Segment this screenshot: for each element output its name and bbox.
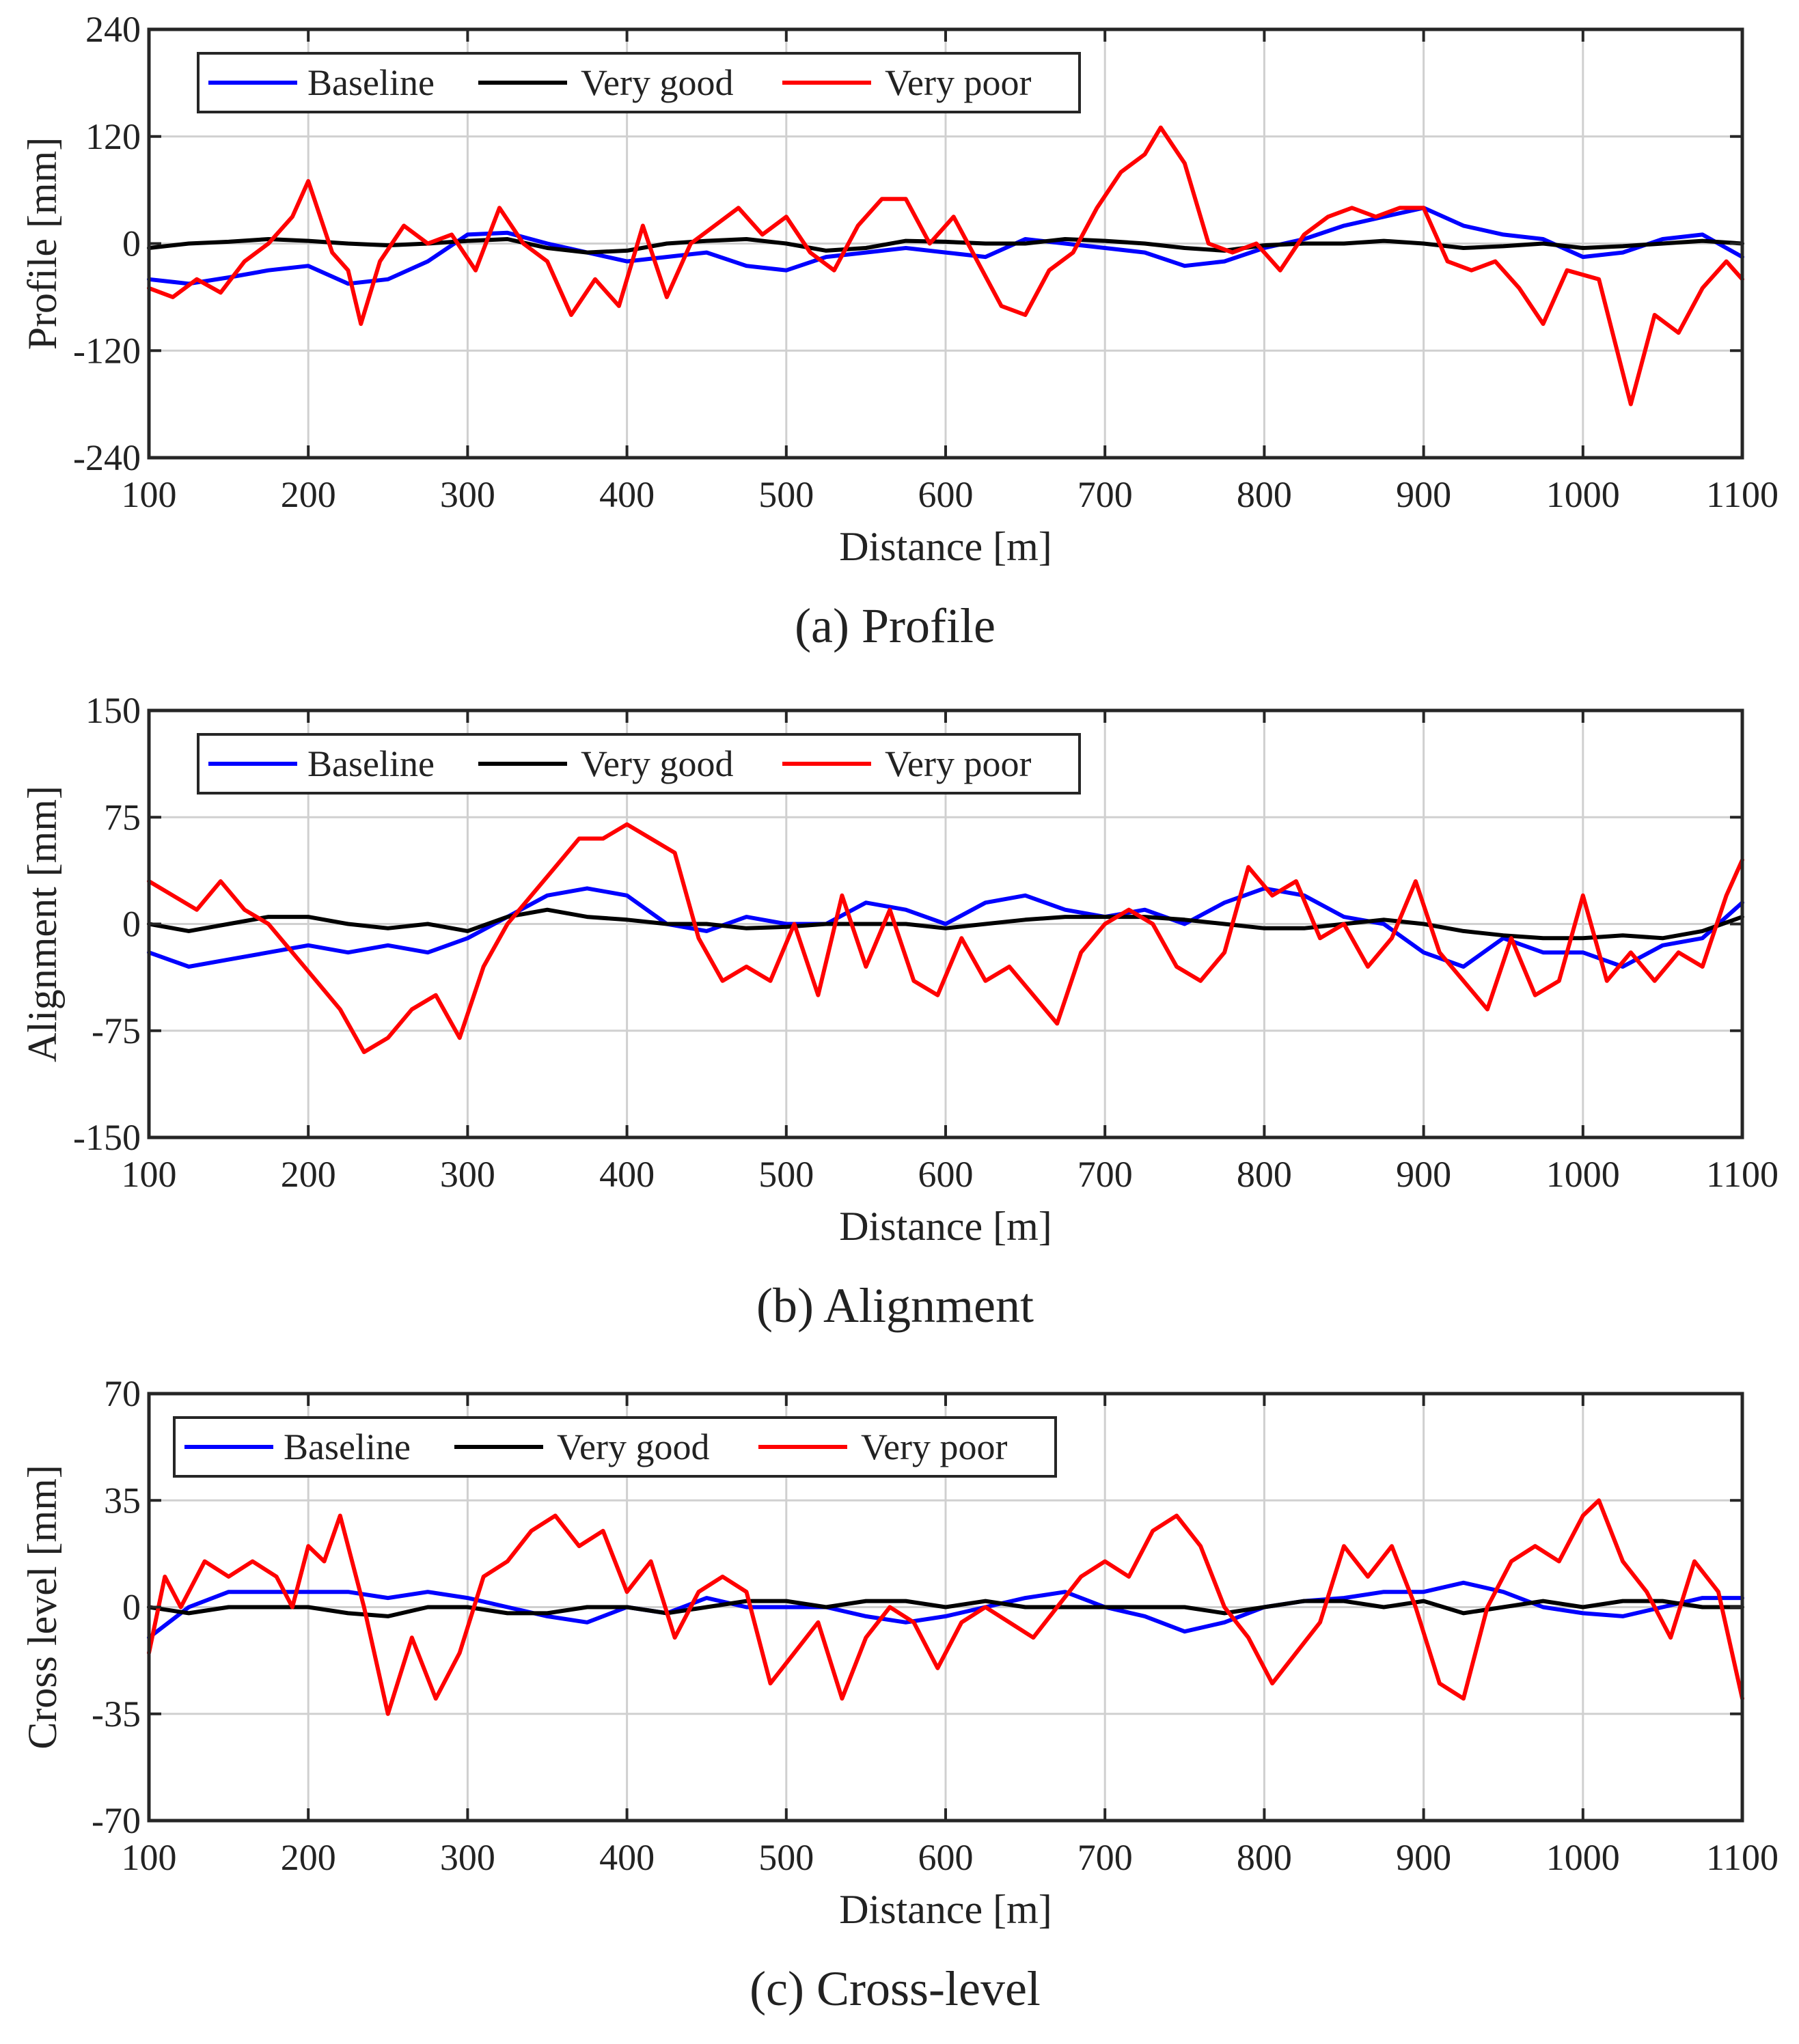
x-tick-label: 500 bbox=[758, 474, 814, 515]
x-tick-label: 1100 bbox=[1706, 1837, 1779, 1878]
series-lines bbox=[147, 1498, 1744, 1716]
x-tick-label: 300 bbox=[440, 1154, 495, 1195]
x-tick-label: 400 bbox=[599, 474, 655, 515]
series-line-very-poor bbox=[147, 1498, 1744, 1716]
x-tick-label: 200 bbox=[281, 1154, 336, 1195]
legend-label-very-good: Very good bbox=[581, 62, 733, 103]
x-tick-label: 500 bbox=[758, 1837, 814, 1878]
panel-profile: 100 200 300 400 500 600 700 800 900 1000 1100 -240… bbox=[20, 9, 1779, 653]
x-tick-label: 400 bbox=[599, 1154, 655, 1195]
legend: Baseline Very good Very poor bbox=[197, 733, 1081, 795]
x-tick-labels: 100 200 300 400 500 600 700 800 900 1000 1100 bbox=[122, 1394, 1779, 1878]
y-tick-label: 75 bbox=[104, 797, 141, 838]
y-axis-label: Cross level [mm] bbox=[20, 1465, 65, 1750]
panel-alignment: 100 200 300 400 500 600 700 800 900 1000 1100 -150… bbox=[20, 690, 1779, 1333]
x-tick-label: 300 bbox=[440, 474, 495, 515]
y-tick-label: 35 bbox=[104, 1480, 141, 1521]
x-tick-label: 500 bbox=[758, 1154, 814, 1195]
x-tick-label: 200 bbox=[281, 1837, 336, 1878]
legend-label-very-good: Very good bbox=[581, 743, 733, 784]
x-tick-label: 700 bbox=[1077, 1154, 1133, 1195]
legend-box bbox=[197, 733, 1081, 795]
y-tick-label: 0 bbox=[122, 1587, 141, 1628]
x-tick-label: 100 bbox=[122, 1837, 177, 1878]
y-tick-label: 240 bbox=[85, 9, 141, 50]
y-tick-label: -70 bbox=[92, 1800, 141, 1841]
series-lines bbox=[147, 822, 1744, 1054]
x-axis-label: Distance [m] bbox=[839, 524, 1052, 569]
y-axis-label: Alignment [mm] bbox=[20, 786, 65, 1062]
series-line-very-poor bbox=[147, 822, 1744, 1054]
legend-label-baseline: Baseline bbox=[307, 62, 435, 103]
x-tick-label: 900 bbox=[1396, 474, 1451, 515]
y-tick-labels: -70 -35 0 35 70 bbox=[92, 1373, 1742, 1841]
x-tick-label: 100 bbox=[122, 474, 177, 515]
x-tick-labels: 100 200 300 400 500 600 700 800 900 1000 1100 bbox=[122, 710, 1779, 1195]
y-axis-label: Profile [mm] bbox=[20, 137, 65, 350]
legend-label-very-poor: Very poor bbox=[861, 1426, 1007, 1467]
panel-caption: (b) Alignment bbox=[756, 1278, 1034, 1333]
x-tick-label: 300 bbox=[440, 1837, 495, 1878]
series-line-baseline bbox=[147, 206, 1744, 286]
series-lines bbox=[147, 125, 1744, 406]
x-tick-label: 800 bbox=[1237, 1837, 1292, 1878]
legend: Baseline Very good Very poor bbox=[173, 1416, 1057, 1478]
x-axis-label: Distance [m] bbox=[839, 1887, 1052, 1932]
x-tick-label: 600 bbox=[918, 1154, 974, 1195]
x-tick-labels: 100 200 300 400 500 600 700 800 900 1000 1100 bbox=[122, 29, 1779, 515]
series-line-very-poor bbox=[147, 125, 1744, 406]
y-tick-label: -75 bbox=[92, 1010, 141, 1051]
y-tick-label: -35 bbox=[92, 1694, 141, 1735]
y-tick-label: -240 bbox=[73, 437, 141, 478]
x-tick-label: 400 bbox=[599, 1837, 655, 1878]
x-axis-label: Distance [m] bbox=[839, 1204, 1052, 1249]
y-tick-labels: -240 -120 0 120 240 bbox=[73, 9, 1742, 478]
y-tick-labels: -150 -75 0 75 150 bbox=[73, 690, 1742, 1158]
y-tick-label: -120 bbox=[73, 330, 141, 371]
x-tick-label: 700 bbox=[1077, 474, 1133, 515]
series-line-very-good bbox=[147, 907, 1744, 941]
panel-caption: (a) Profile bbox=[795, 598, 995, 653]
legend-label-baseline: Baseline bbox=[307, 743, 435, 784]
legend-box bbox=[173, 1416, 1057, 1478]
series-line-baseline bbox=[147, 886, 1744, 969]
legend: Baseline Very good Very poor bbox=[197, 52, 1081, 113]
legend-label-baseline: Baseline bbox=[284, 1426, 411, 1467]
y-tick-label: -150 bbox=[73, 1117, 141, 1158]
series-line-baseline bbox=[147, 1580, 1744, 1640]
y-tick-label: 120 bbox=[85, 116, 141, 157]
y-tick-label: 0 bbox=[122, 223, 141, 264]
series-line-very-good bbox=[147, 237, 1744, 255]
x-tick-label: 800 bbox=[1237, 474, 1292, 515]
x-tick-label: 900 bbox=[1396, 1154, 1451, 1195]
legend-label-very-poor: Very poor bbox=[885, 743, 1031, 784]
x-tick-label: 1100 bbox=[1706, 1154, 1779, 1195]
panel-cross-level: 100 200 300 400 500 600 700 800 900 1000 1100 -70-… bbox=[20, 1373, 1779, 2016]
x-tick-label: 700 bbox=[1077, 1837, 1133, 1878]
x-tick-label: 600 bbox=[918, 474, 974, 515]
legend-label-very-good: Very good bbox=[557, 1426, 709, 1467]
x-tick-label: 1100 bbox=[1706, 474, 1779, 515]
x-tick-label: 200 bbox=[281, 474, 336, 515]
series-line-very-good bbox=[147, 1599, 1744, 1618]
x-tick-label: 1000 bbox=[1546, 1837, 1620, 1878]
x-tick-label: 900 bbox=[1396, 1837, 1451, 1878]
x-tick-label: 800 bbox=[1237, 1154, 1292, 1195]
x-tick-label: 600 bbox=[918, 1837, 974, 1878]
x-tick-label: 1000 bbox=[1546, 474, 1620, 515]
legend-box bbox=[197, 52, 1081, 113]
y-tick-label: 0 bbox=[122, 904, 141, 945]
x-tick-label: 1000 bbox=[1546, 1154, 1620, 1195]
legend-label-very-poor: Very poor bbox=[885, 62, 1031, 103]
y-tick-label: 70 bbox=[104, 1373, 141, 1414]
panel-caption: (c) Cross-level bbox=[750, 1961, 1041, 2016]
x-tick-label: 100 bbox=[122, 1154, 177, 1195]
y-tick-label: 150 bbox=[85, 690, 141, 731]
